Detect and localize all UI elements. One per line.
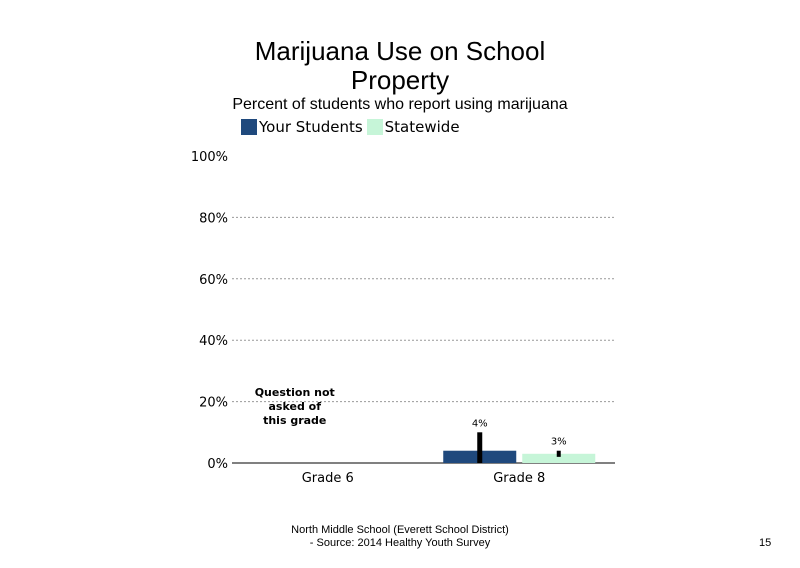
annotation-text: Question not: [255, 386, 335, 399]
legend-item-your-students: Your Students: [241, 118, 363, 136]
x-tick-label: Grade 6: [302, 471, 354, 486]
y-tick-label: 20%: [199, 396, 228, 411]
legend-label-statewide: Statewide: [384, 118, 460, 136]
error-bar: [477, 432, 483, 463]
data-label: 3%: [551, 437, 567, 448]
legend-item-statewide: Statewide: [366, 118, 460, 136]
legend-label-your-students: Your Students: [259, 118, 363, 136]
page-number: 15: [759, 537, 772, 549]
y-tick-label: 80%: [199, 211, 228, 226]
error-bar: [556, 450, 561, 457]
data-label: 4%: [472, 418, 488, 429]
y-tick-label: 100%: [191, 150, 228, 165]
footer-source: North Middle School (Everett School Dist…: [260, 524, 540, 550]
y-tick-label: 40%: [199, 334, 228, 349]
chart-title-line-1: Marijuana Use on School: [254, 36, 546, 66]
y-tick-label: 0%: [207, 457, 228, 472]
footer-line-2: - Source: 2014 Healthy Youth Survey: [309, 537, 491, 549]
chart-title-line-2: Property: [350, 65, 450, 95]
legend: Your Students Statewide: [241, 118, 464, 136]
bar-statewide: [522, 453, 596, 463]
annotation-text: asked of: [269, 400, 322, 413]
annotation-text: this grade: [263, 414, 326, 427]
footer-line-1: North Middle School (Everett School Dist…: [291, 524, 509, 536]
y-tick-label: 60%: [199, 273, 228, 288]
chart-subtitle: Percent of students who report using mar…: [232, 96, 568, 113]
legend-swatch-your-students: [241, 119, 257, 135]
x-tick-label: Grade 8: [493, 471, 545, 486]
legend-swatch-statewide: [366, 119, 383, 135]
